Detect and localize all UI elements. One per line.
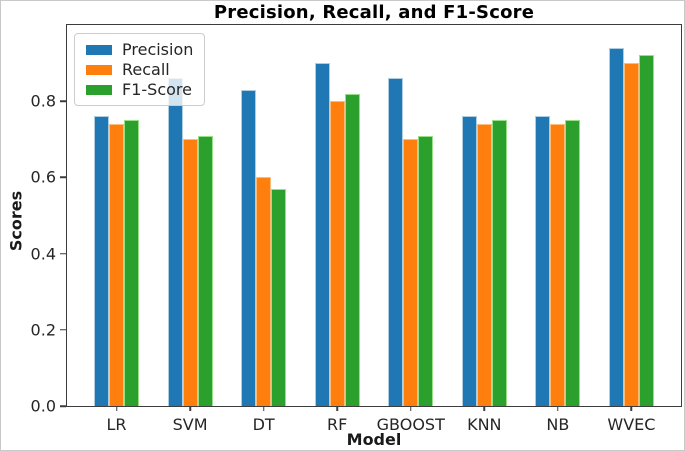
x-tick-label-dt: DT bbox=[252, 415, 275, 434]
bar-precision-gboost bbox=[388, 78, 404, 406]
y-tick-label: 0.4 bbox=[30, 244, 56, 264]
x-tick-mark bbox=[557, 406, 559, 411]
x-tick-label-rf: RF bbox=[327, 415, 348, 434]
x-tick-label-svm: SVM bbox=[172, 415, 208, 434]
y-tick-mark bbox=[60, 329, 66, 331]
bar-recall-svm bbox=[182, 139, 198, 406]
bar-recall-rf bbox=[329, 101, 345, 406]
bar-f1-score-dt bbox=[271, 188, 287, 406]
legend: Precision Recall F1-Score bbox=[74, 33, 206, 106]
bar-group-rf: RF bbox=[314, 25, 360, 434]
x-tick-mark bbox=[483, 406, 486, 411]
bar-f1-score-svm bbox=[197, 135, 213, 406]
y-tick-label: 0.2 bbox=[30, 320, 56, 340]
x-tick-mark bbox=[336, 406, 338, 411]
y-tick-mark bbox=[60, 252, 66, 255]
legend-label-recall: Recall bbox=[122, 60, 170, 79]
bar-group-wvec: WVEC bbox=[607, 25, 655, 434]
bar-precision-wvec bbox=[608, 47, 624, 406]
bar-group-gboost: GBOOST bbox=[377, 25, 445, 434]
x-tick-mark bbox=[115, 406, 118, 411]
bar-recall-lr bbox=[109, 124, 124, 406]
bar-recall-gboost bbox=[403, 139, 419, 406]
chart-title: Precision, Recall, and F1-Score bbox=[213, 2, 535, 23]
y-tick-mark bbox=[60, 176, 66, 179]
bar-recall-knn bbox=[476, 124, 492, 406]
legend-item-precision: Precision bbox=[86, 41, 193, 58]
bar-group-nb: NB bbox=[535, 25, 581, 434]
x-tick-label-knn: KNN bbox=[467, 415, 502, 434]
bar-precision-dt bbox=[241, 89, 257, 406]
bar-precision-nb bbox=[535, 116, 551, 406]
x-tick-mark bbox=[189, 406, 191, 411]
bar-recall-dt bbox=[256, 177, 272, 406]
x-tick-mark bbox=[410, 406, 412, 411]
bar-f1-score-lr bbox=[124, 120, 139, 406]
bar-f1-score-knn bbox=[491, 120, 507, 406]
x-tick-mark bbox=[630, 406, 633, 411]
bar-group-lr: LR bbox=[94, 25, 139, 434]
x-tick-label-nb: NB bbox=[546, 415, 570, 434]
bar-f1-score-gboost bbox=[418, 135, 434, 406]
bar-group-dt: DT bbox=[241, 25, 287, 434]
bar-precision-lr bbox=[94, 116, 109, 406]
y-axis-label: Scores bbox=[6, 190, 26, 252]
bar-precision-rf bbox=[314, 63, 330, 406]
bar-f1-score-wvec bbox=[638, 55, 654, 406]
bar-groups: LR SVM DT RF GBOOST KNN NB WVEC bbox=[67, 25, 681, 434]
bar-precision-svm bbox=[167, 78, 183, 406]
legend-label-f1-score: F1-Score bbox=[122, 80, 192, 99]
bar-f1-score-nb bbox=[565, 120, 581, 406]
bar-f1-score-rf bbox=[344, 93, 360, 406]
bar-group-svm: SVM bbox=[167, 25, 213, 434]
x-tick-label-wvec: WVEC bbox=[607, 415, 656, 434]
legend-swatch-precision bbox=[86, 44, 112, 55]
x-tick-label-gboost: GBOOST bbox=[376, 415, 445, 434]
x-axis-label: Model bbox=[346, 430, 402, 449]
legend-item-f1-score: F1-Score bbox=[86, 81, 193, 98]
x-tick-label-lr: LR bbox=[106, 415, 127, 434]
bar-group-knn: KNN bbox=[461, 25, 507, 434]
x-tick-mark bbox=[262, 406, 265, 411]
legend-label-precision: Precision bbox=[122, 40, 194, 59]
y-tick-label: 0.6 bbox=[30, 167, 56, 187]
bar-precision-knn bbox=[461, 116, 477, 406]
y-tick-label: 0.8 bbox=[30, 91, 56, 111]
bar-recall-nb bbox=[550, 124, 566, 406]
legend-swatch-f1-score bbox=[86, 84, 112, 95]
bar-recall-wvec bbox=[623, 63, 639, 406]
y-tick-label: 0.0 bbox=[30, 396, 56, 416]
y-tick-mark bbox=[60, 100, 66, 102]
plot-area: LR SVM DT RF GBOOST KNN NB WVEC Precision Recall… bbox=[31, 24, 682, 434]
legend-swatch-recall bbox=[86, 64, 112, 75]
y-tick-mark bbox=[60, 405, 66, 407]
legend-item-recall: Recall bbox=[86, 61, 193, 78]
